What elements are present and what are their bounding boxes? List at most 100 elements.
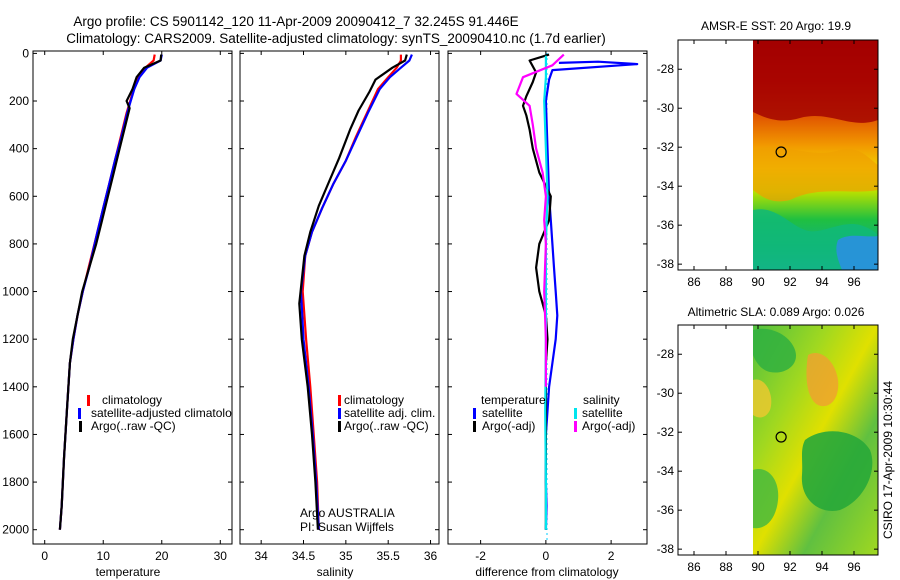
- sla-map-panel: Altimetric SLA: 0.089 Argo: 0.026 86 88 90…: [657, 305, 879, 574]
- temperature-legend: climatology satellite-adjusted climatolo…: [78, 393, 232, 433]
- legend-header-salinity: salinity: [583, 393, 620, 407]
- series-line-climatology: [58, 54, 156, 530]
- series-line-sal_argo: [515, 53, 565, 387]
- x-tick-label: 34.5: [292, 549, 316, 563]
- sst-map-ticks: 86 88 90 92 94 96 -28 -30 -32 -34 -36 -38: [657, 40, 878, 289]
- x-tick-label: 0: [543, 549, 550, 563]
- map-x-tick-label: 90: [751, 560, 765, 574]
- map-x-tick-label: 92: [783, 560, 797, 574]
- map-y-tick-label: -34: [657, 464, 675, 478]
- y-tick-label: 2000: [2, 523, 29, 537]
- sla-map-ticks: 86 88 90 92 94 96 -28 -30 -32 -34 -36 -38: [657, 325, 878, 574]
- x-tick-label: 10: [97, 549, 111, 563]
- difference-panel: -2 0 2 difference from climatology tempera…: [447, 50, 648, 579]
- salinity-series: [298, 54, 413, 530]
- legend-label-climatology: climatology: [102, 393, 162, 407]
- map-y-tick-label: -30: [657, 101, 675, 115]
- argo-float-marker: [775, 146, 787, 158]
- y-tick-label: 600: [9, 189, 29, 203]
- y-tick-label: 0: [22, 46, 29, 60]
- x-tick-label: 30: [214, 549, 228, 563]
- x-tick-label: -2: [475, 549, 486, 563]
- sla-map-title: Altimetric SLA: 0.089 Argo: 0.026: [688, 305, 865, 319]
- difference-axes-frame: [447, 50, 648, 545]
- map-y-tick-label: -30: [657, 386, 675, 400]
- legend-label-argo: Argo(..raw -QC): [344, 419, 429, 433]
- salinity-legend: climatology satellite adj. clim. Argo(..…: [338, 393, 435, 433]
- x-tick-label: 20: [155, 549, 169, 563]
- map-x-tick-label: 86: [687, 275, 701, 289]
- figure-title-line1: Argo profile: CS 5901142_120 11-Apr-2009…: [73, 14, 518, 29]
- sst-float-marker-group: [775, 146, 787, 158]
- sla-heatmap: [753, 325, 878, 555]
- salinity-panel: 34 34.5 35 35.5 36 salinity climatology sate…: [239, 50, 440, 579]
- salinity-axes-frame: [239, 50, 440, 545]
- legend-label-satellite-adjusted: satellite-adjusted climatolo: [91, 406, 232, 420]
- legend-label-climatology: climatology: [344, 393, 404, 407]
- map-y-tick-label: -32: [657, 140, 675, 154]
- map-x-tick-label: 94: [815, 560, 829, 574]
- difference-series: [515, 53, 639, 530]
- sla-yellow-patch: [753, 379, 772, 418]
- temperature-axes-frame: [32, 50, 233, 545]
- map-y-tick-label: -28: [657, 62, 675, 76]
- y-tick-label: 1400: [2, 380, 29, 394]
- x-tick-label: 2: [608, 549, 615, 563]
- series-line-satellite: [299, 54, 413, 530]
- legend-swatch-temp-satellite: [473, 408, 476, 419]
- sla-orange-patch: [806, 352, 839, 407]
- sst-map-panel: AMSR-E SST: 20 Argo: 19.9 86 88 90 92 94 96 -2…: [657, 19, 879, 289]
- x-tick-label: 35.5: [377, 549, 401, 563]
- legend-swatch-climatology: [338, 395, 341, 406]
- series-line-satellite: [544, 60, 639, 530]
- x-tick-label: 36: [424, 549, 438, 563]
- legend-swatch-temp-argo: [473, 421, 476, 432]
- sst-axes-frame: [677, 39, 879, 271]
- x-tick-label: 35: [339, 549, 353, 563]
- sst-orange-patch: [753, 147, 878, 202]
- x-tick-label: 0: [41, 549, 48, 563]
- legend-header-temperature: temperature: [481, 393, 546, 407]
- map-y-tick-label: -36: [657, 218, 675, 232]
- map-x-tick-label: 86: [687, 560, 701, 574]
- sla-axes-frame: [677, 324, 879, 556]
- y-tick-label: 200: [9, 94, 29, 108]
- sst-map-title: AMSR-E SST: 20 Argo: 19.9: [701, 19, 851, 33]
- legend-swatch-sal-argo: [574, 421, 577, 432]
- y-tick-label: 1600: [2, 427, 29, 441]
- argo-australia-annotation: Argo AUSTRALIA: [300, 506, 395, 520]
- y-tick-label: 800: [9, 237, 29, 251]
- difference-ticks: -2 0 2: [448, 51, 647, 563]
- map-x-tick-label: 92: [783, 275, 797, 289]
- argo-float-marker: [775, 431, 787, 443]
- y-tick-label: 1200: [2, 332, 29, 346]
- sst-heatmap: [753, 40, 878, 270]
- map-y-tick-label: -36: [657, 503, 675, 517]
- y-tick-label: 1800: [2, 475, 29, 489]
- map-x-tick-label: 96: [847, 275, 861, 289]
- sst-warm-patch: [753, 40, 878, 123]
- pi-annotation: PI: Susan Wijffels: [300, 520, 394, 534]
- legend-label-sal-argo: Argo(-adj): [582, 419, 635, 433]
- figure-title-line2: Climatology: CARS2009. Satellite-adjuste…: [66, 31, 606, 46]
- series-line-argo: [58, 54, 163, 530]
- temperature-ticks: 0 10 20 30 0 200 400 600 800 1000 1200 1400 1600 1800…: [2, 46, 232, 563]
- csiro-timestamp-label: CSIRO 17-Apr-2009 10:30:44: [881, 381, 895, 539]
- difference-legend: temperature salinity satellite Argo(-adj…: [473, 393, 635, 433]
- legend-swatch-satellite: [338, 408, 341, 419]
- legend-label-temp-argo: Argo(-adj): [482, 419, 535, 433]
- map-x-tick-label: 94: [815, 275, 829, 289]
- map-y-tick-label: -34: [657, 179, 675, 193]
- sla-green-patch-1: [753, 328, 796, 373]
- salinity-xlabel: salinity: [317, 565, 354, 579]
- legend-label-temp-satellite: satellite: [482, 406, 523, 420]
- legend-swatch-sal-satellite: [574, 408, 577, 419]
- temperature-panel: 0 10 20 30 0 200 400 600 800 1000 1200 1400 1600 1800…: [2, 46, 233, 579]
- legend-swatch-argo: [338, 421, 341, 432]
- sla-green-patch-2: [801, 431, 873, 511]
- map-x-tick-label: 88: [719, 275, 733, 289]
- y-tick-label: 400: [9, 142, 29, 156]
- legend-swatch-climatology: [87, 395, 90, 406]
- difference-xlabel: difference from climatology: [475, 565, 618, 579]
